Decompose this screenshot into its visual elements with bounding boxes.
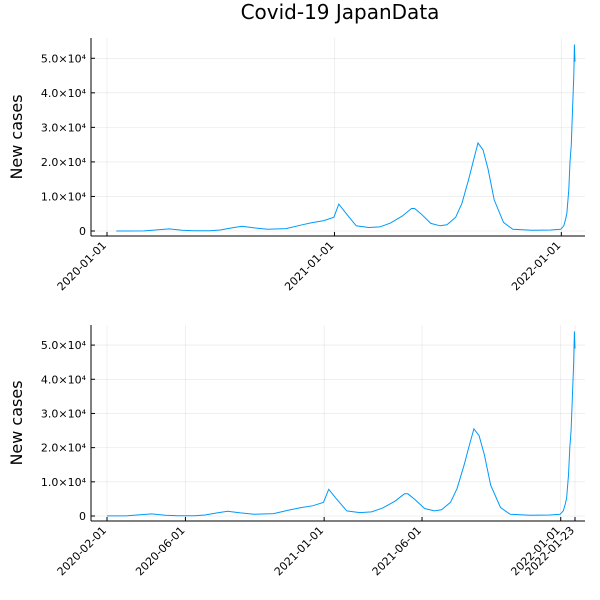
y-tick-label: 1.0×10⁴ <box>41 476 87 489</box>
y-tick-label: 5.0×10⁴ <box>41 339 87 352</box>
chart-panel-bottom: 0 1.0×10⁴ 2.0×10⁴ 3.0×10⁴ 4.0×10⁴ 5.0×10⁴ 2020… <box>7 325 585 578</box>
y-axis-title: New cases <box>7 380 26 465</box>
x-tick-label: 2021-06-01 <box>370 524 424 578</box>
x-tick-label: 2020-06-01 <box>133 524 187 578</box>
series-line <box>107 331 576 517</box>
x-tick-label: 2020-01-01 <box>55 239 109 293</box>
y-tick-label: 2.0×10⁴ <box>41 442 87 455</box>
x-tick-label: 2022-01-01 <box>509 239 563 293</box>
y-tick-label: 2.0×10⁴ <box>41 156 87 169</box>
y-tick-label: 4.0×10⁴ <box>41 87 87 100</box>
x-tick-label: 2020-02-01 <box>55 524 109 578</box>
y-tick-label: 0 <box>79 225 86 238</box>
y-tick-label: 1.0×10⁴ <box>41 190 87 203</box>
y-axis-title: New cases <box>7 94 26 179</box>
x-tick-label: 2021-01-01 <box>272 524 326 578</box>
chart-panel-top: 0 1.0×10⁴ 2.0×10⁴ 3.0×10⁴ 4.0×10⁴ 5.0×10⁴ 2020… <box>7 38 585 293</box>
x-tick-label: 2021-01-01 <box>282 239 336 293</box>
y-tick-label: 4.0×10⁴ <box>41 373 87 386</box>
series-line <box>116 44 576 232</box>
y-tick-label: 5.0×10⁴ <box>41 52 87 65</box>
y-tick-label: 0 <box>79 510 86 523</box>
chart-title: Covid-19 JapanData <box>241 0 440 24</box>
y-tick-label: 3.0×10⁴ <box>41 407 87 420</box>
y-tick-label: 3.0×10⁴ <box>41 121 87 134</box>
